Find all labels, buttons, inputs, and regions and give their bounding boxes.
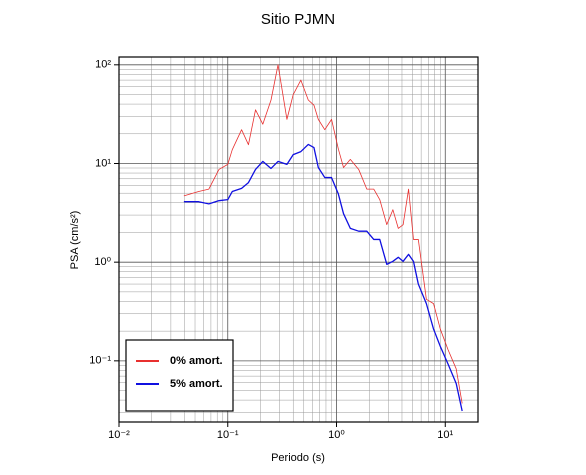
series-line xyxy=(183,64,463,404)
legend-label: 5% amort. xyxy=(170,378,223,390)
y-tick-label: 10² xyxy=(95,59,111,71)
y-tick-label: 10⁰ xyxy=(94,256,111,268)
series-line xyxy=(183,143,463,412)
legend-label: 0% amort. xyxy=(170,355,223,367)
chart-title: Sitio PJMN xyxy=(261,11,335,28)
legend-box xyxy=(125,339,234,412)
x-axis-label: Periodo (s) xyxy=(271,452,325,464)
plot-frame xyxy=(118,56,479,423)
x-tick-label: 10⁻² xyxy=(108,429,130,441)
y-tick-label: 10¹ xyxy=(95,157,111,169)
x-tick-label: 10⁻¹ xyxy=(217,429,239,441)
y-axis-label: PSA (cm/s²) xyxy=(69,211,81,270)
x-tick-label: 10⁰ xyxy=(328,429,345,441)
x-tick-label: 10¹ xyxy=(437,429,453,441)
y-tick-label: 10⁻¹ xyxy=(89,355,111,367)
